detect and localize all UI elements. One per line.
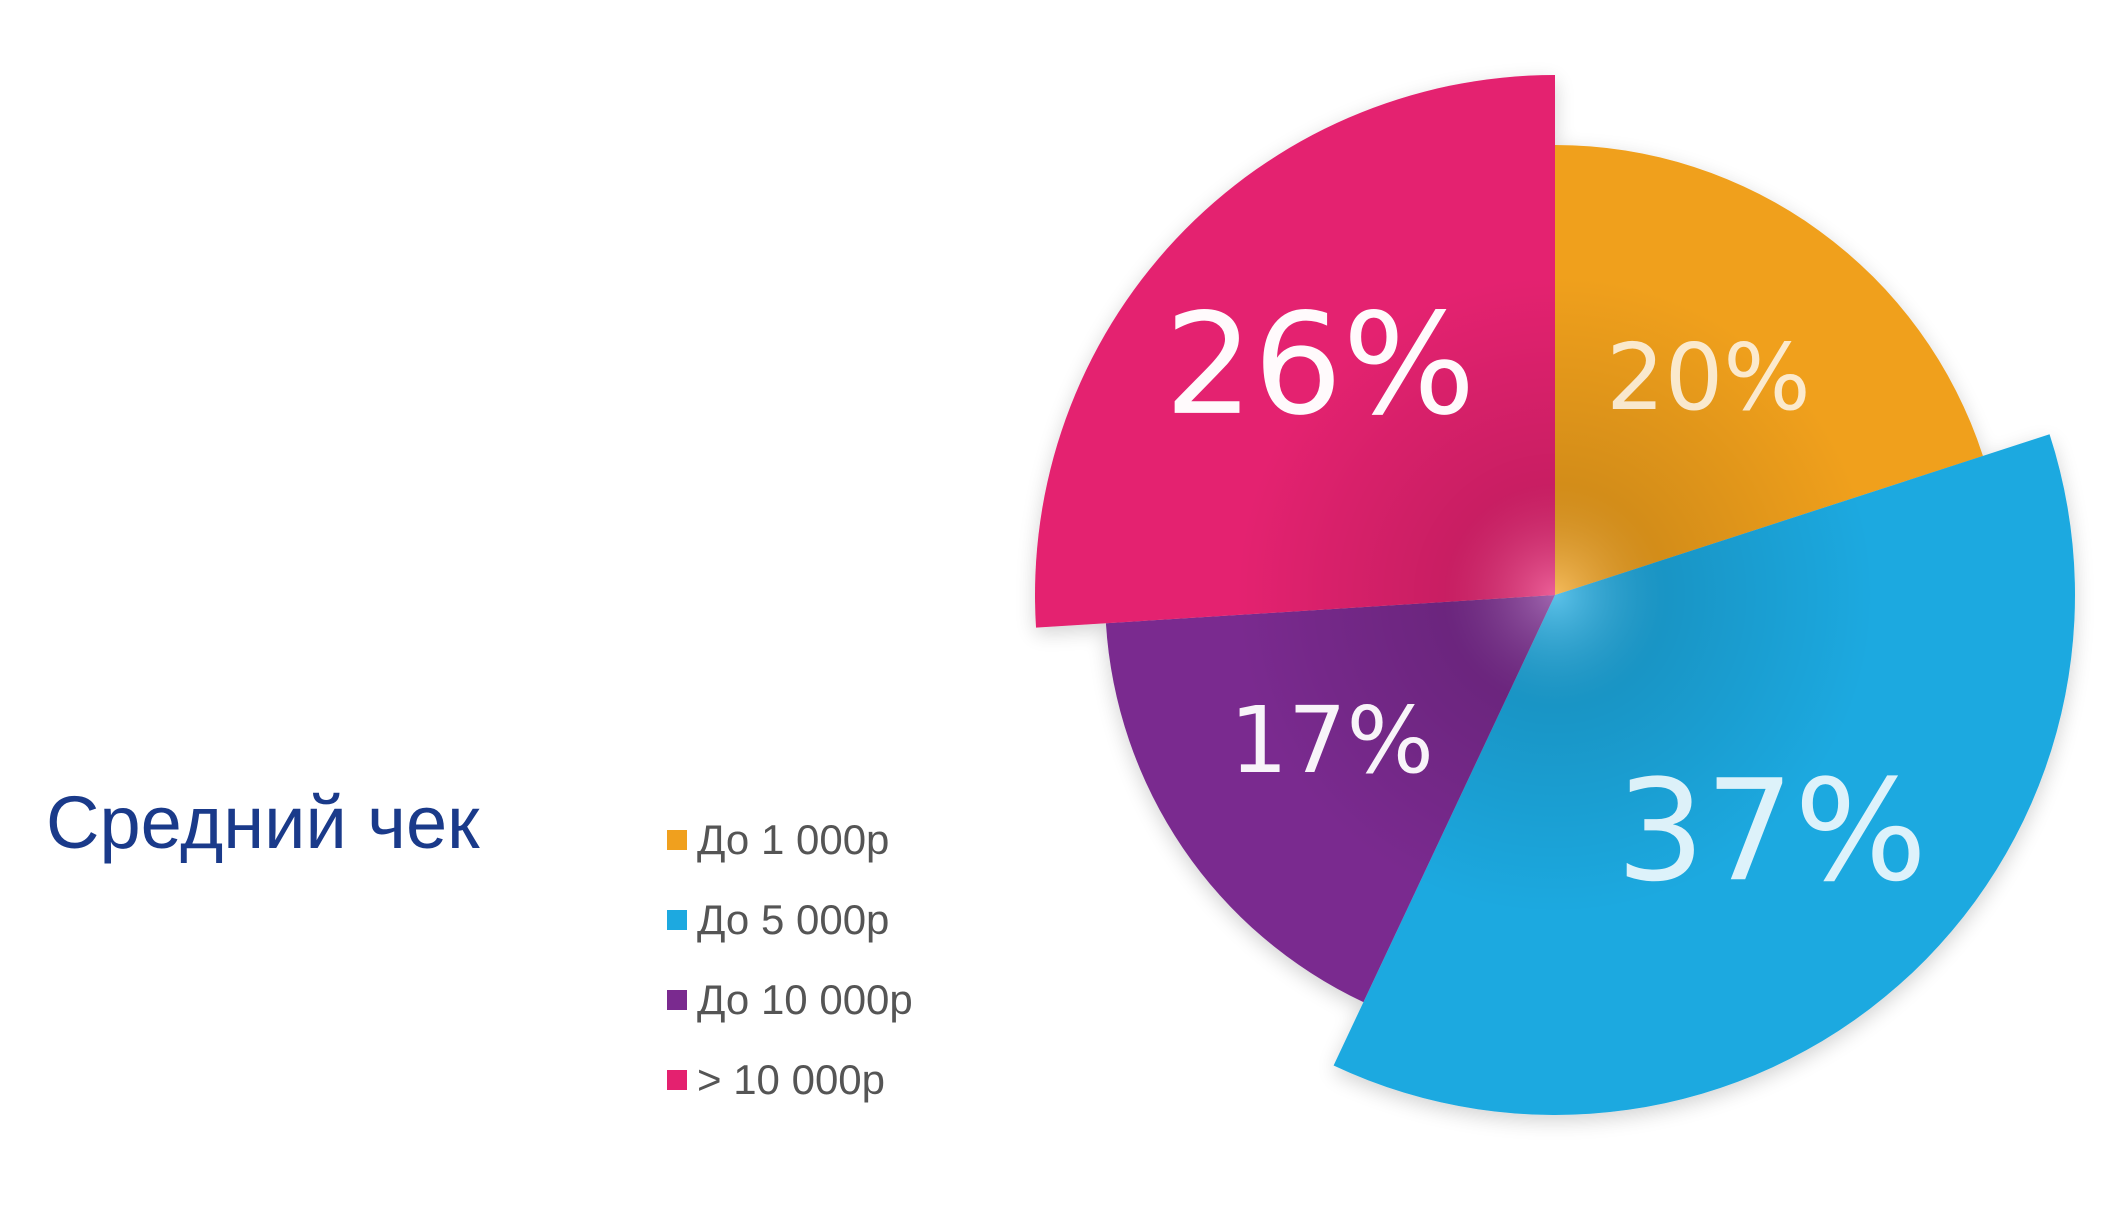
legend-item: До 5 000р — [667, 880, 913, 960]
legend-swatch — [667, 990, 687, 1010]
legend-swatch — [667, 1070, 687, 1090]
slice-value-label: 17% — [1229, 687, 1433, 794]
legend-label: До 5 000р — [697, 896, 890, 943]
slice-value-label: 20% — [1606, 324, 1810, 431]
legend: До 1 000р До 5 000р До 10 000р > 10 000р — [667, 800, 913, 1120]
chart-title: Средний чек — [46, 781, 480, 864]
legend-item: До 1 000р — [667, 800, 913, 880]
legend-label: До 1 000р — [697, 816, 890, 863]
slice-value-label: 37% — [1616, 750, 1927, 913]
legend-swatch — [667, 910, 687, 930]
legend-item: > 10 000р — [667, 1040, 913, 1120]
legend-label: > 10 000р — [697, 1056, 886, 1103]
legend-swatch — [667, 830, 687, 850]
legend-item: До 10 000р — [667, 960, 913, 1040]
legend-label: До 10 000р — [697, 976, 913, 1023]
slice-value-label: 26% — [1164, 284, 1475, 447]
